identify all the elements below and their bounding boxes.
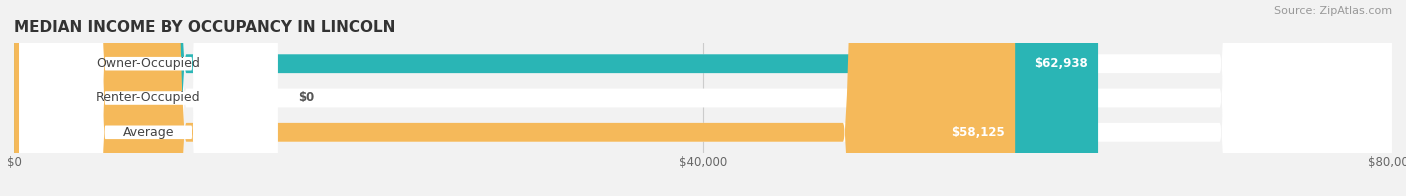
Text: Source: ZipAtlas.com: Source: ZipAtlas.com — [1274, 6, 1392, 16]
FancyBboxPatch shape — [14, 0, 1098, 196]
Text: $58,125: $58,125 — [950, 126, 1005, 139]
FancyBboxPatch shape — [20, 0, 277, 196]
FancyBboxPatch shape — [14, 0, 1392, 196]
Text: Renter-Occupied: Renter-Occupied — [96, 92, 201, 104]
Text: $62,938: $62,938 — [1033, 57, 1088, 70]
Text: MEDIAN INCOME BY OCCUPANCY IN LINCOLN: MEDIAN INCOME BY OCCUPANCY IN LINCOLN — [14, 20, 395, 35]
FancyBboxPatch shape — [14, 0, 1392, 196]
Text: Average: Average — [122, 126, 174, 139]
FancyBboxPatch shape — [14, 0, 1392, 196]
FancyBboxPatch shape — [20, 0, 277, 196]
FancyBboxPatch shape — [20, 0, 277, 196]
Text: $0: $0 — [298, 92, 315, 104]
Text: Owner-Occupied: Owner-Occupied — [97, 57, 200, 70]
FancyBboxPatch shape — [14, 0, 1015, 196]
